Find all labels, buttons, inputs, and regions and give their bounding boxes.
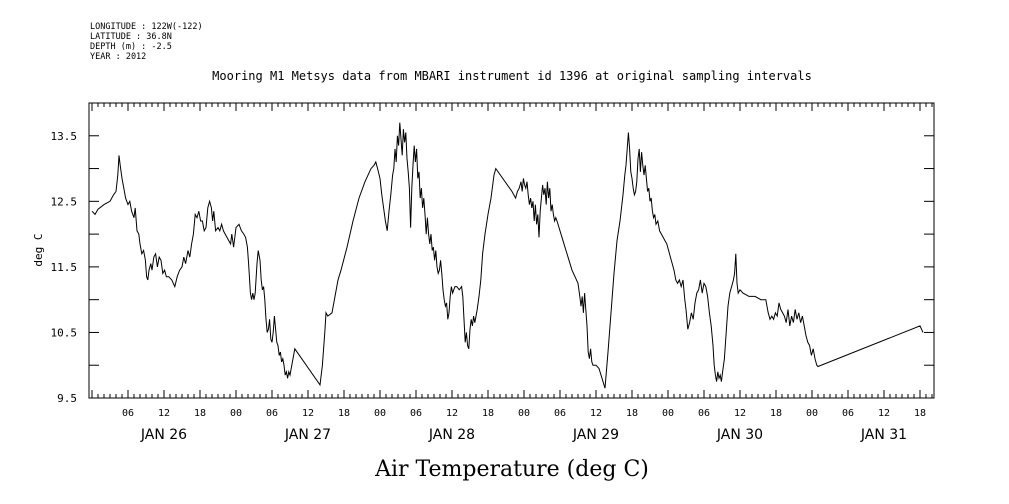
x-tick-label: 12 [590,408,602,419]
x-day-label: JAN 30 [716,427,763,443]
x-tick-label: 06 [698,408,710,419]
x-tick-label: 00 [518,408,530,419]
x-tick-label: 18 [770,408,782,419]
x-day-label: JAN 26 [140,427,187,443]
x-day-label: JAN 29 [572,427,619,443]
y-tick-label: 11.5 [51,261,78,274]
x-tick-label: 06 [410,408,422,419]
x-tick-label: 06 [842,408,854,419]
x-tick-label: 12 [734,408,746,419]
x-tick-label: 06 [266,408,278,419]
x-tick-label: 00 [806,408,818,419]
y-axis-label: deg C [32,233,45,266]
x-tick-label: 06 [554,408,566,419]
y-tick-label: 10.5 [51,326,78,339]
x-tick-label: 06 [122,408,134,419]
x-tick-label: 18 [194,408,206,419]
y-tick-label: 12.5 [51,195,78,208]
chart-title: Mooring M1 Metsys data from MBARI instru… [212,69,812,83]
axis-ticks [89,102,934,399]
x-tick-label: 18 [914,408,926,419]
x-tick-label: 00 [374,408,386,419]
x-tick-label: 12 [302,408,314,419]
x-tick-label: 18 [338,408,350,419]
latitude-label: LATITUDE : 36.8N [90,32,172,42]
x-tick-label: 00 [662,408,674,419]
x-tick-label: 18 [626,408,638,419]
depth-label: DEPTH (m) : -2.5 [90,42,172,52]
axis-tick-labels: 06 12 18 00 06 12 18 00 06 12 18 00 06 12 18 00 06 12 18 00… [51,130,927,443]
metadata-block: LONGITUDE : 122W(-122) LATITUDE : 36.8N … [90,22,203,62]
x-tick-label: 12 [158,408,170,419]
x-axis-label: Air Temperature (deg C) [374,457,649,482]
x-day-label: JAN 28 [428,427,475,443]
x-tick-label: 12 [446,408,458,419]
x-tick-label: 00 [230,408,242,419]
x-tick-label: 12 [878,408,890,419]
year-label: YEAR : 2012 [90,52,147,62]
series-line [91,122,924,389]
plot-frame [88,102,935,399]
y-tick-label: 13.5 [51,130,78,143]
x-tick-label: 18 [482,408,494,419]
x-day-label: JAN 31 [860,427,907,443]
x-day-label: JAN 27 [284,427,331,443]
y-tick-label: 9.5 [57,392,77,405]
longitude-label: LONGITUDE : 122W(-122) [90,22,203,32]
